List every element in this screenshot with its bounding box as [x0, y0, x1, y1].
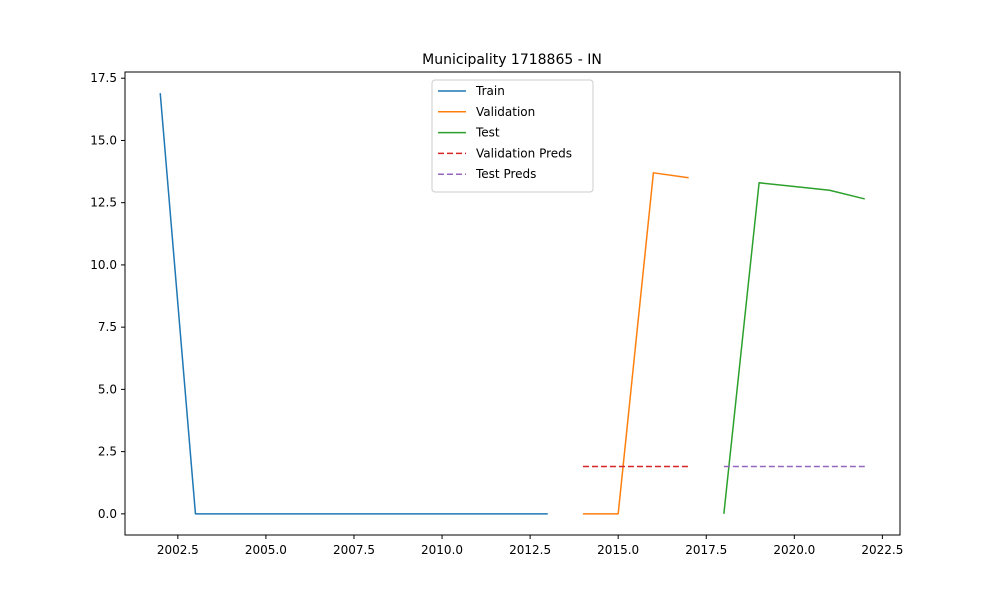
y-tick-label: 12.5: [90, 196, 117, 210]
y-tick-label: 7.5: [98, 320, 117, 334]
series-line-validation: [582, 172, 689, 515]
y-tick-label: 2.5: [98, 445, 117, 459]
x-tick-label: 2007.5: [333, 543, 375, 557]
legend-label: Validation Preds: [476, 146, 572, 160]
series-line-test: [723, 182, 865, 514]
y-tick-label: 5.0: [98, 382, 117, 396]
y-tick-label: 15.0: [90, 133, 117, 147]
y-tick-label: 17.5: [90, 71, 117, 85]
x-tick-label: 2005.0: [245, 543, 287, 557]
y-tick-label: 10.0: [90, 258, 117, 272]
x-tick-label: 2020.0: [773, 543, 815, 557]
legend-box: [431, 79, 594, 193]
x-tick-label: 2010.0: [421, 543, 463, 557]
legend-label: Test: [475, 126, 500, 140]
axes: 2002.5 2005.0 2007.5 2010.0 2012.5 2015.0 2017…: [90, 71, 903, 557]
plot-area: [159, 93, 865, 515]
series-line-train: [159, 93, 548, 515]
x-tick-label: 2015.0: [597, 543, 639, 557]
legend-label: Train: [475, 84, 505, 98]
legend-label: Test Preds: [475, 167, 536, 181]
axes-frame: [124, 71, 901, 536]
legend-label: Validation: [476, 105, 535, 119]
y-tick-label: 0.0: [98, 507, 117, 521]
x-tick-label: 2012.5: [509, 543, 551, 557]
x-tick-label: 2022.5: [861, 543, 903, 557]
legend: Train Validation Test Validation Preds Test …: [431, 79, 594, 193]
x-tick-label: 2002.5: [157, 543, 199, 557]
x-tick-label: 2017.5: [685, 543, 727, 557]
chart-title: Municipality 1718865 - IN: [422, 52, 602, 68]
